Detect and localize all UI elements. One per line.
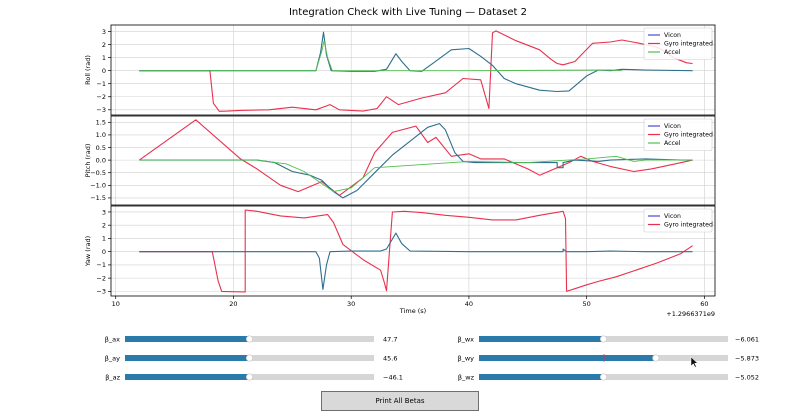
slider-value: 47.7: [383, 336, 397, 344]
legend-entry: Gyro integrated: [664, 41, 713, 48]
y-tick-label: 0: [102, 67, 106, 75]
slider-label: β_wy: [457, 355, 474, 363]
slider-value: −46.1: [383, 374, 403, 382]
slider-handle[interactable]: [245, 335, 254, 343]
series-line-gyro-integrated: [139, 209, 693, 293]
y-tick-label: 0: [102, 248, 106, 256]
series-line-gyro-integrated: [139, 30, 693, 112]
slider-beta-wz[interactable]: β_wz −5.052: [458, 373, 759, 382]
y-tick-label: 1: [102, 235, 106, 243]
y-tick-label: −1.5: [90, 194, 106, 202]
legend-box: [643, 27, 713, 60]
series-line-vicon: [139, 123, 693, 199]
slider-handle[interactable]: [245, 373, 254, 381]
slider-handle[interactable]: [652, 354, 660, 362]
slider-beta-wx[interactable]: β_wx −6.061: [457, 335, 759, 344]
series-line-gyro-integrated: [138, 119, 693, 196]
x-offset-label: +1.2966371e9: [666, 310, 715, 318]
y-tick-label: 1: [102, 54, 106, 62]
y-tick-label: 1.0: [96, 131, 106, 139]
legend-box: [643, 118, 713, 151]
x-tick-label: 30: [347, 300, 355, 308]
legend-entry: Gyro integrated: [664, 222, 713, 229]
slider-beta-ax[interactable]: β_ax 47.7: [105, 335, 398, 344]
legend-entry: Vicon: [664, 32, 681, 39]
y-tick-label: 3: [102, 28, 106, 36]
legend-entry: Vicon: [664, 123, 681, 130]
slider-fill: [125, 355, 250, 361]
y-tick-label: −2: [96, 274, 106, 282]
y-tick-label: −1: [96, 80, 106, 88]
y-tick-label: −1: [96, 261, 106, 269]
y-tick-label: −3: [96, 288, 106, 296]
grid: [111, 206, 715, 296]
x-tick-label: 10: [112, 300, 120, 308]
y-tick-label: −2: [96, 93, 106, 101]
y-tick-label: −1.0: [90, 182, 106, 190]
y-axis-label: Yaw (rad): [84, 236, 92, 267]
x-tick-label: 20: [229, 300, 237, 308]
slider-fill: [479, 336, 604, 342]
legend-entry: Accel: [664, 140, 681, 147]
slider-label: β_ay: [105, 355, 120, 363]
legend-entry: Accel: [664, 49, 681, 56]
slider-beta-ay[interactable]: β_ay 45.6: [105, 354, 398, 363]
x-tick-label: 40: [465, 300, 473, 308]
legend-entry: Vicon: [664, 213, 681, 220]
slider-value: 45.6: [383, 355, 397, 363]
y-tick-label: 1.5: [96, 119, 106, 127]
figure-title: Integration Check with Live Tuning — Dat…: [289, 7, 527, 18]
slider-value: −5.873: [735, 355, 759, 363]
x-tick-label: 50: [583, 300, 591, 308]
y-tick-label: 2: [102, 41, 106, 49]
grid: [111, 25, 715, 115]
slider-label: β_wz: [458, 374, 475, 382]
slider-value: −6.061: [735, 336, 759, 344]
slider-fill: [125, 336, 250, 342]
slider-beta-az[interactable]: β_az −46.1: [105, 373, 403, 382]
series-line-accel: [139, 155, 693, 193]
slider-handle[interactable]: [245, 354, 254, 362]
axes-frame: [110, 24, 716, 116]
y-tick-label: −0.5: [90, 169, 106, 177]
slider-value: −5.052: [735, 374, 759, 382]
y-tick-label: 0.5: [96, 144, 106, 152]
y-tick-label: −3: [96, 106, 106, 114]
slider-fill: [479, 355, 656, 361]
y-axis-label: Pitch (rad): [84, 144, 92, 178]
series-line-vicon: [139, 31, 693, 93]
legend-box: [643, 208, 713, 233]
series-line-accel: [139, 40, 623, 72]
slider-label: β_az: [105, 374, 120, 382]
mouse-cursor-icon: [690, 356, 699, 368]
slider-fill: [479, 374, 604, 380]
slider-handle[interactable]: [599, 335, 608, 343]
slider-beta-wy[interactable]: β_wy −5.873: [457, 354, 759, 363]
axes-frame: [110, 205, 716, 297]
y-tick-label: 3: [102, 208, 106, 216]
slider-label: β_ax: [105, 336, 120, 344]
x-tick-label: 60: [700, 300, 708, 308]
print-all-betas-button[interactable]: Print All Betas: [321, 391, 479, 411]
y-tick-label: 2: [102, 221, 106, 229]
chart-panel-1: 3 2 1 0 −1 −2 −3 Roll (rad) Vicon Gyro integrated…: [84, 24, 716, 116]
slider-handle[interactable]: [599, 373, 608, 381]
y-tick-label: 0.0: [96, 156, 106, 164]
axes-frame: [110, 115, 716, 206]
legend: Vicon Gyro integrated: [643, 208, 713, 233]
x-axis-label: Time (s): [399, 307, 426, 315]
chart-panel-2: 1.5 1.0 0.5 0.0 −0.5 −1.0 −1.5 Pitch (rad) Vicon…: [84, 115, 716, 206]
y-axis-label: Roll (rad): [84, 55, 92, 85]
series-line-vicon: [139, 232, 693, 290]
slider-fill: [125, 374, 250, 380]
slider-label: β_wx: [457, 336, 474, 344]
legend-entry: Gyro integrated: [664, 132, 713, 139]
